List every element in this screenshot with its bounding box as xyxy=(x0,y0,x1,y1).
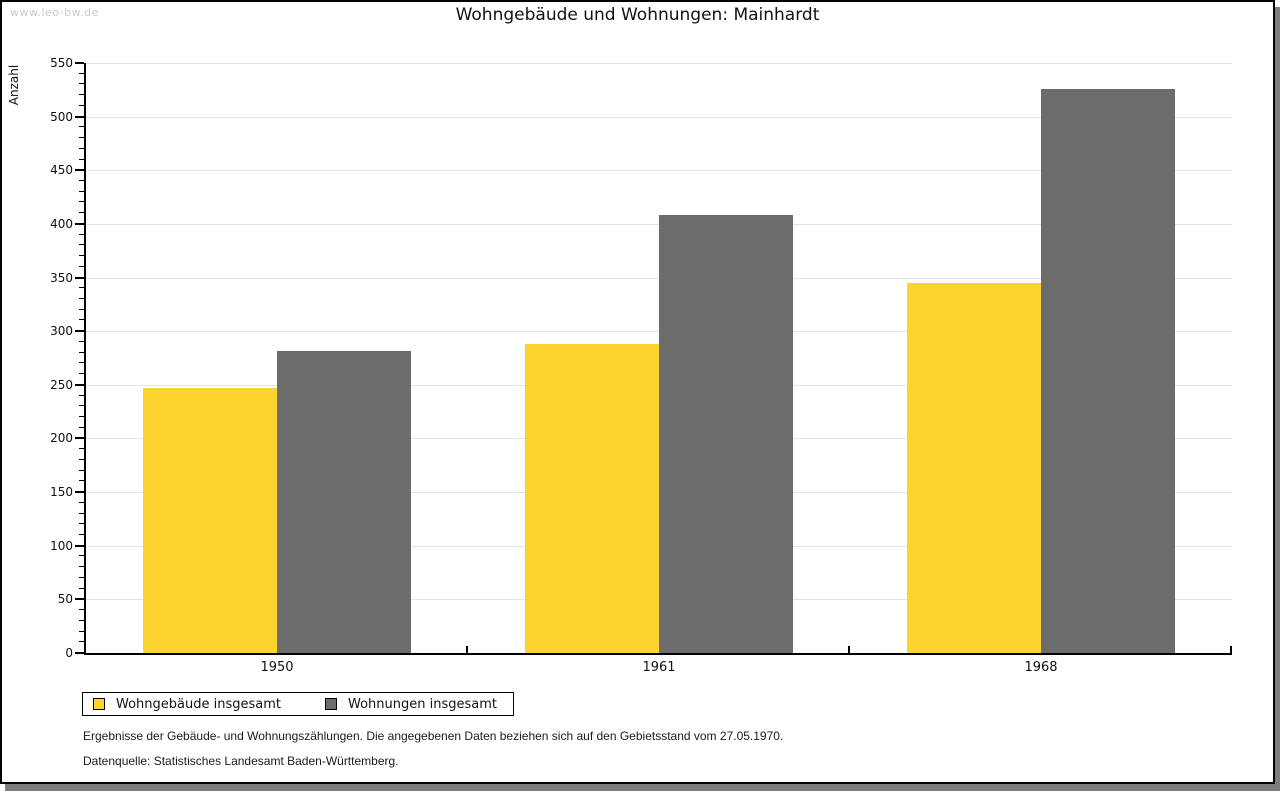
x-tick-label-1961: 1961 xyxy=(642,660,676,675)
y-tick-major-150 xyxy=(75,491,84,494)
y-tick-minor-330 xyxy=(79,298,84,299)
y-tick-label-100: 100 xyxy=(50,538,73,553)
y-tick-minor-390 xyxy=(79,233,84,235)
y-tick-minor-80 xyxy=(79,566,84,568)
y-tick-label-550: 550 xyxy=(50,56,73,70)
y-tick-label-0: 0 xyxy=(65,646,73,660)
y-tick-minor-10 xyxy=(79,641,84,643)
y-tick-major-250 xyxy=(75,383,84,386)
y-tick-minor-280 xyxy=(79,351,84,353)
y-tick-minor-70 xyxy=(79,576,84,578)
y-tick-label-50: 50 xyxy=(57,592,73,607)
legend-swatch-icon xyxy=(325,698,337,710)
y-tick-minor-210 xyxy=(79,426,84,428)
bar-wohnungen-1961 xyxy=(659,215,793,653)
y-tick-minor-310 xyxy=(79,319,84,321)
y-tick-major-400 xyxy=(75,222,84,225)
x-tick-label-1950: 1950 xyxy=(260,660,294,675)
x-tick-label-1968: 1968 xyxy=(1024,660,1058,675)
x-boundary-tick-3 xyxy=(1230,646,1232,653)
y-tick-major-200 xyxy=(75,437,84,440)
y-tick-minor-510 xyxy=(79,104,84,106)
gridline-550 xyxy=(86,63,1232,64)
y-tick-major-300 xyxy=(75,330,84,333)
y-tick-minor-120 xyxy=(79,523,84,525)
bar-wohngebaeude-1950 xyxy=(143,388,277,653)
y-tick-minor-290 xyxy=(79,340,84,342)
y-tick-minor-240 xyxy=(79,394,84,396)
y-tick-minor-420 xyxy=(79,201,84,203)
y-tick-minor-40 xyxy=(79,609,84,611)
y-tick-minor-20 xyxy=(79,630,84,632)
plot-inner: 0 50 100 150 200 250 300 350 400 450 500 550 1950 196… xyxy=(50,56,1232,675)
plot-area: 0 50 100 150 200 250 300 350 400 450 500 550 1950 196… xyxy=(50,56,1232,675)
y-tick-minor-270 xyxy=(79,362,84,364)
y-tick-label-250: 250 xyxy=(50,377,73,392)
y-tick-minor-540 xyxy=(79,72,84,74)
y-tick-label-300: 300 xyxy=(50,324,73,339)
y-tick-minor-360 xyxy=(79,265,84,267)
y-tick-minor-470 xyxy=(79,147,84,149)
bar-wohngebaeude-1968 xyxy=(907,282,1041,653)
y-tick-minor-170 xyxy=(79,469,84,471)
y-tick-label-450: 450 xyxy=(50,163,73,178)
y-tick-minor-340 xyxy=(79,287,84,289)
y-tick-minor-160 xyxy=(79,480,84,482)
y-tick-major-350 xyxy=(75,276,84,279)
y-tick-minor-320 xyxy=(79,308,84,310)
y-tick-label-400: 400 xyxy=(50,216,73,231)
y-tick-minor-380 xyxy=(79,244,84,246)
legend-item-wohnungen: Wohnungen insgesamt xyxy=(325,697,497,712)
legend-item-wohngebaeude: Wohngebäude insgesamt xyxy=(93,697,281,712)
y-tick-minor-110 xyxy=(79,534,84,535)
legend-label: Wohnungen insgesamt xyxy=(348,696,497,712)
legend-swatch-icon xyxy=(93,698,105,710)
y-tick-major-450 xyxy=(75,169,84,172)
y-tick-major-50 xyxy=(75,598,84,601)
y-tick-minor-430 xyxy=(79,190,84,192)
watermark: www.leo-bw.de xyxy=(10,6,99,19)
y-tick-major-550 xyxy=(75,62,84,64)
y-tick-minor-140 xyxy=(79,501,84,503)
y-tick-major-0 xyxy=(75,652,84,654)
gridline-500 xyxy=(86,116,1232,118)
y-tick-minor-370 xyxy=(79,255,84,257)
y-tick-label-200: 200 xyxy=(50,431,73,446)
y-tick-major-100 xyxy=(75,544,84,547)
footnote-source: Datenquelle: Statistisches Landesamt Bad… xyxy=(83,754,399,768)
legend: Wohngebäude insgesamt Wohnungen insgesamt xyxy=(82,692,514,716)
y-tick-minor-410 xyxy=(79,212,84,214)
y-tick-label-150: 150 xyxy=(50,485,73,500)
y-tick-minor-90 xyxy=(79,555,84,557)
y-axis-title: Anzahl xyxy=(7,64,21,106)
y-tick-minor-30 xyxy=(79,619,84,621)
bar-wohnungen-1950 xyxy=(277,350,411,653)
y-tick-minor-60 xyxy=(79,587,84,589)
footnote-note: Ergebnisse der Gebäude- und Wohnungszähl… xyxy=(83,729,784,743)
y-tick-minor-130 xyxy=(79,512,84,514)
y-tick-minor-190 xyxy=(79,448,84,450)
y-tick-label-500: 500 xyxy=(50,109,73,124)
y-tick-minor-530 xyxy=(79,83,84,85)
x-boundary-tick-1 xyxy=(466,646,468,653)
y-tick-label-350: 350 xyxy=(50,270,73,285)
y-tick-minor-440 xyxy=(79,180,84,181)
gridline-450 xyxy=(86,170,1232,172)
y-tick-minor-260 xyxy=(79,373,84,375)
bar-wohngebaeude-1961 xyxy=(525,344,659,653)
y-tick-major-500 xyxy=(75,115,84,118)
x-boundary-tick-2 xyxy=(848,646,850,653)
chart-title: Wohngebäude und Wohnungen: Mainhardt xyxy=(455,5,820,25)
y-tick-minor-220 xyxy=(79,416,84,417)
y-tick-minor-460 xyxy=(79,158,84,160)
y-tick-minor-520 xyxy=(79,94,84,96)
y-tick-minor-490 xyxy=(79,126,84,128)
bar-wohnungen-1968 xyxy=(1041,88,1175,653)
legend-label: Wohngebäude insgesamt xyxy=(116,696,281,712)
y-tick-minor-480 xyxy=(79,137,84,139)
y-tick-minor-180 xyxy=(79,458,84,460)
y-tick-minor-230 xyxy=(79,405,84,407)
